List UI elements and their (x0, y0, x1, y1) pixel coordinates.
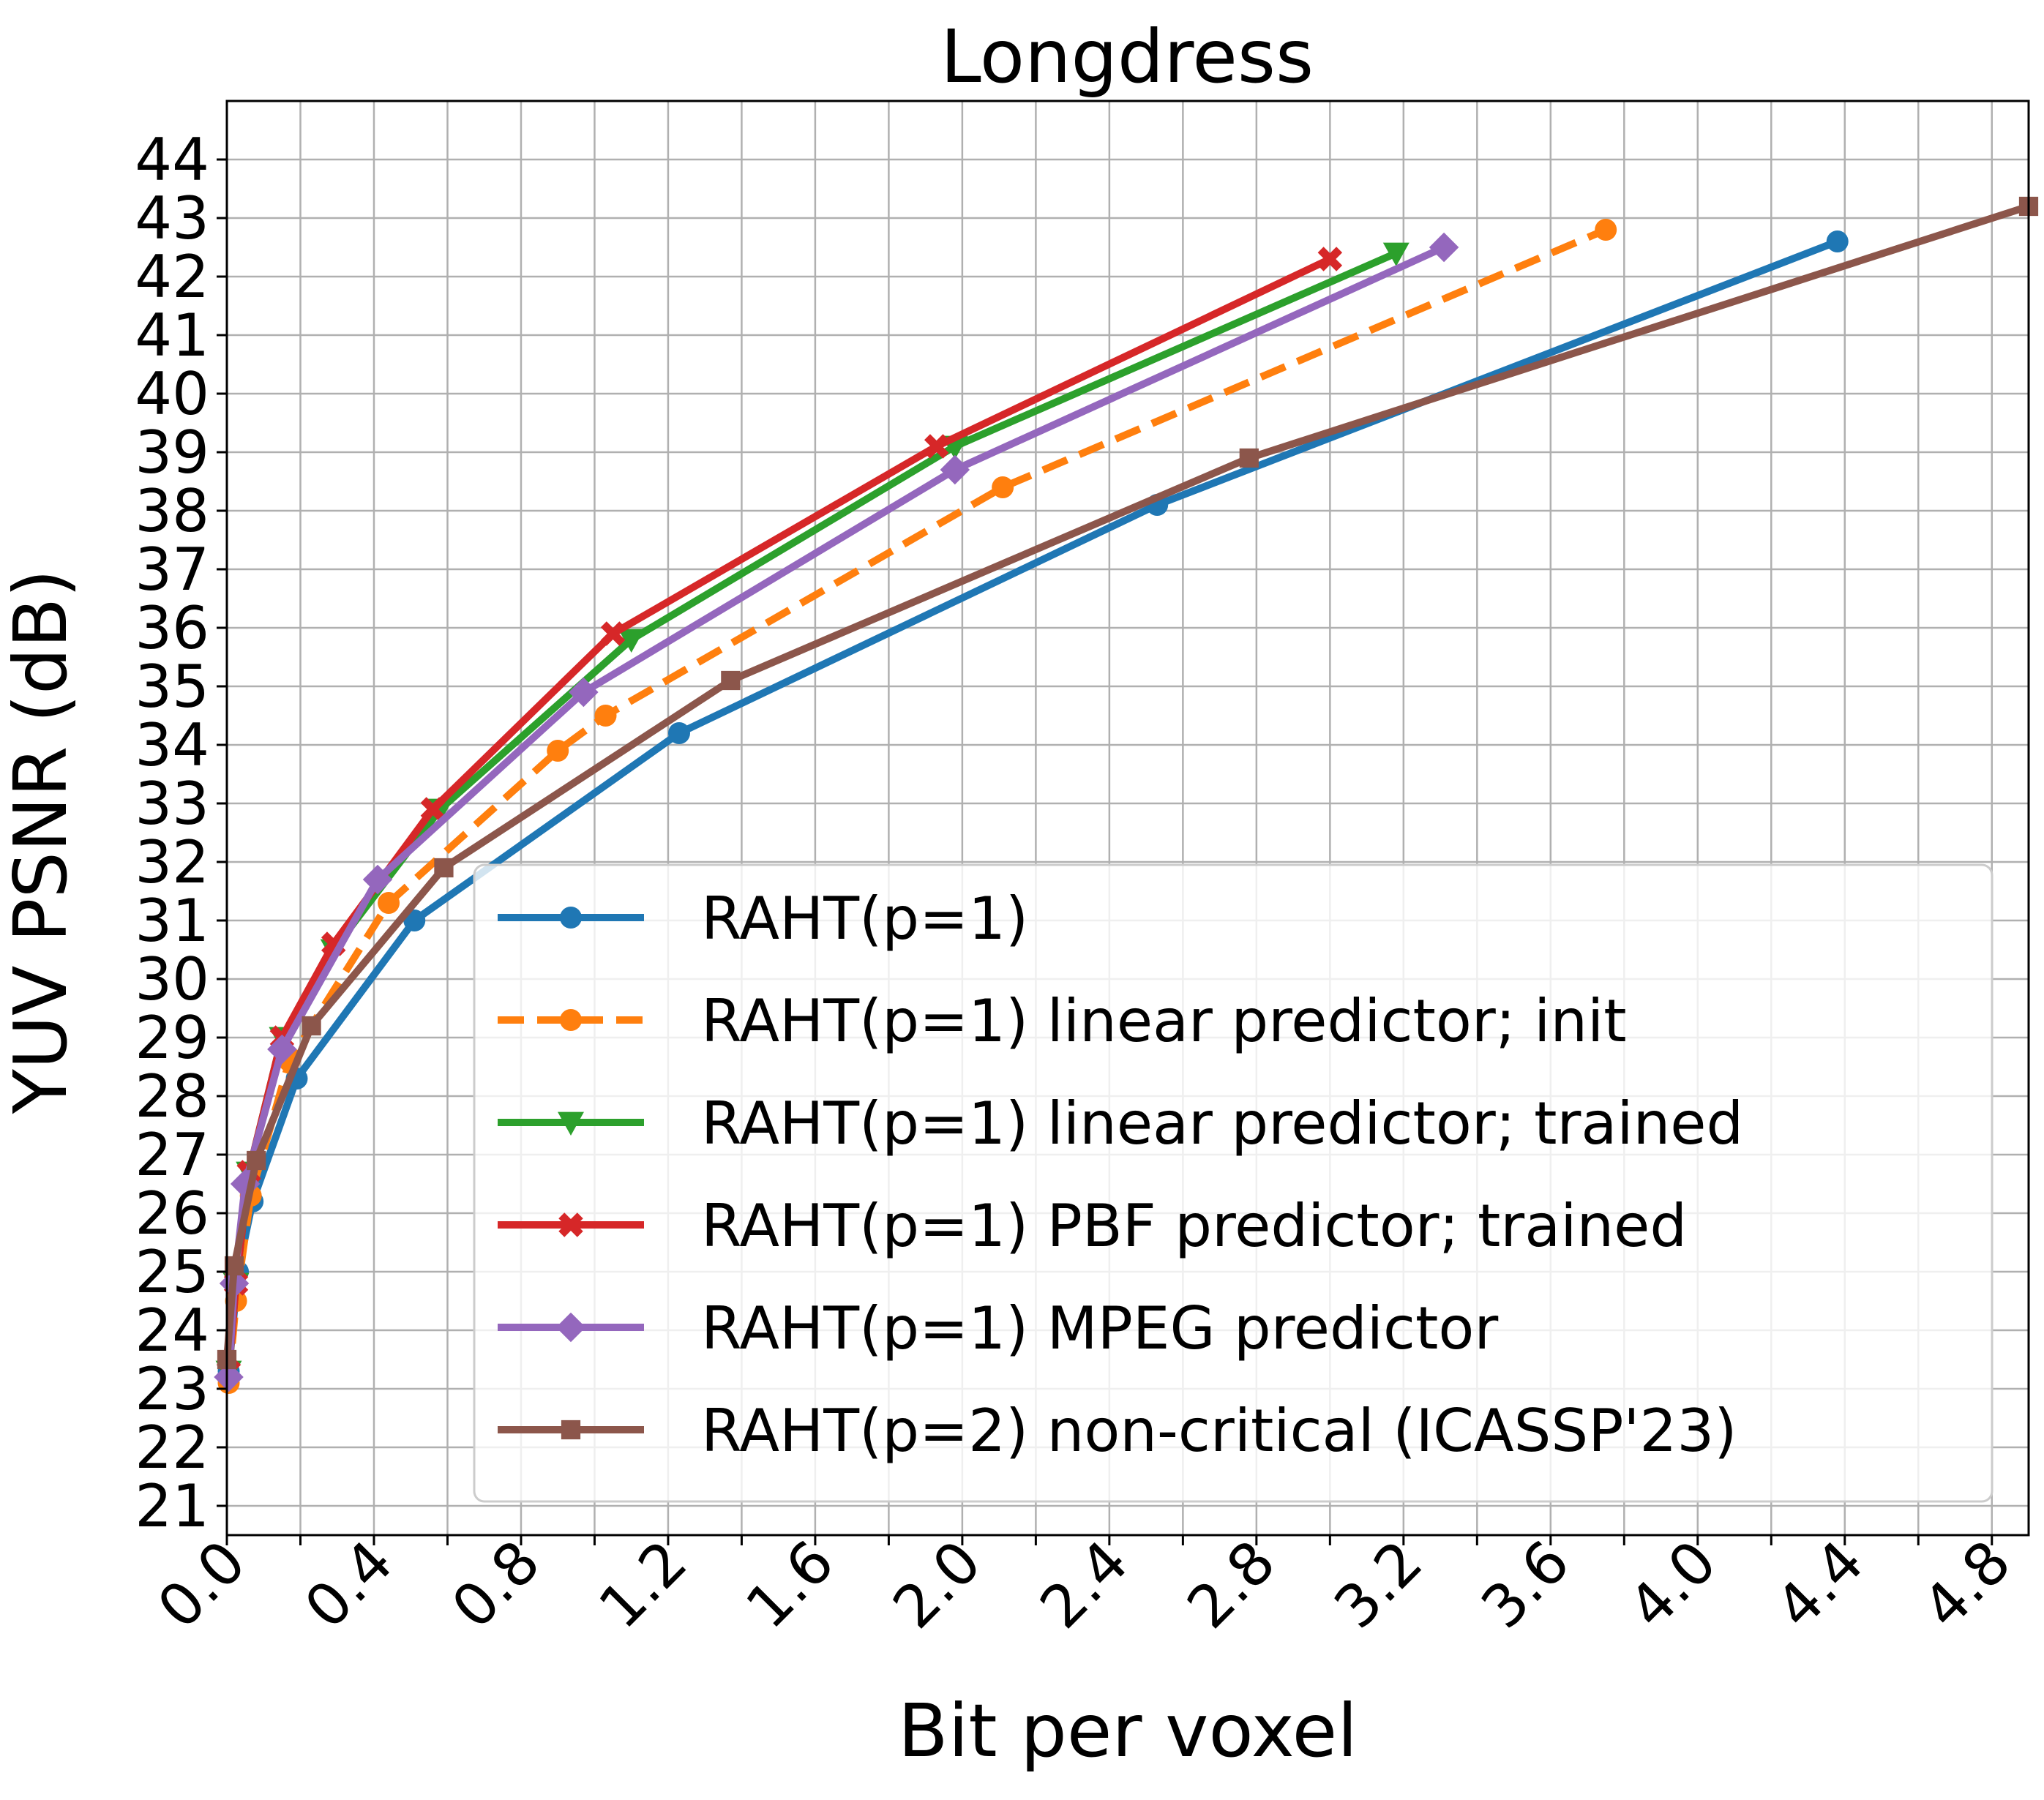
y-tick-label: 37 (135, 536, 209, 604)
data-point (1826, 230, 1849, 252)
plot-frame (225, 100, 2030, 1537)
data-point (940, 454, 970, 485)
y-tick-label: 21 (135, 1472, 209, 1540)
y-tick-label: 26 (135, 1180, 209, 1248)
legend-entry: RAHT(p=1) MPEG predictor (498, 1294, 1498, 1362)
series-layer (214, 196, 2039, 1394)
data-point (378, 892, 400, 914)
y-tick-label: 30 (135, 945, 209, 1013)
legend-entry: RAHT(p=2) non-critical (ICASSP'23) (498, 1397, 1737, 1465)
y-tick-label: 24 (135, 1297, 209, 1365)
legend-label: RAHT(p=1) (701, 885, 1028, 953)
x-axis-label: Bit per voxel (898, 1688, 1358, 1774)
legend-box (473, 863, 1994, 1503)
data-point (1239, 448, 1259, 468)
data-point (1382, 242, 1410, 266)
legend-entry: RAHT(p=1) (498, 885, 1028, 953)
legend-marker (558, 1212, 583, 1237)
data-point (1595, 219, 1617, 241)
data-point (1429, 232, 1459, 263)
data-point (721, 670, 741, 691)
data-point (668, 722, 691, 744)
y-tick-label: 23 (135, 1355, 209, 1423)
data-point (420, 797, 446, 822)
y-tick-label: 33 (135, 770, 209, 838)
y-tick-label: 22 (135, 1414, 209, 1482)
y-tick-label: 27 (135, 1121, 209, 1189)
y-tick-label: 31 (135, 887, 209, 955)
y-tick-label: 32 (135, 828, 209, 896)
y-tick-label: 38 (135, 477, 209, 545)
y-tick-label: 29 (135, 1004, 209, 1072)
data-point (600, 621, 626, 646)
legend-entry: RAHT(p=1) linear predictor; trained (498, 1090, 1743, 1158)
y-tick-label: 35 (135, 653, 209, 721)
series-line (223, 203, 2032, 1363)
y-tick-label: 42 (135, 243, 209, 311)
legend-entry: RAHT(p=1) PBF predictor; trained (498, 1192, 1687, 1260)
y-tick-label: 43 (135, 184, 209, 252)
data-point (924, 434, 949, 459)
y-axis-label: YUV PSNR (dB) (0, 569, 83, 1114)
chart-title: Longdress (940, 14, 1314, 100)
legend-label: RAHT(p=1) PBF predictor; trained (701, 1192, 1687, 1260)
data-point (992, 476, 1014, 498)
data-point (547, 740, 569, 762)
legend-label: RAHT(p=1) MPEG predictor (701, 1294, 1498, 1362)
legend-label: RAHT(p=1) linear predictor; trained (701, 1090, 1743, 1158)
data-point (569, 677, 599, 708)
y-tick-label: 34 (135, 711, 209, 779)
legend-entry: RAHT(p=1) linear predictor; init (498, 987, 1627, 1055)
legend-marker (558, 1111, 584, 1136)
data-point (434, 858, 454, 878)
legend-label: RAHT(p=2) non-critical (ICASSP'23) (701, 1397, 1737, 1465)
data-point (594, 705, 617, 727)
y-tick-label: 25 (135, 1238, 209, 1306)
y-tick-label: 39 (135, 419, 209, 487)
data-point (302, 1016, 321, 1036)
legend-marker (561, 1420, 581, 1440)
y-tick-label: 28 (135, 1062, 209, 1130)
data-point (1317, 247, 1343, 271)
data-point (267, 1034, 297, 1065)
legend-label: RAHT(p=1) linear predictor; init (701, 987, 1627, 1055)
data-point (618, 629, 645, 653)
legend-marker (560, 907, 582, 929)
legend-marker (555, 1312, 586, 1343)
y-tick-label: 40 (135, 360, 209, 428)
data-point (214, 1362, 244, 1392)
legend-marker (560, 1009, 582, 1031)
y-tick-label: 41 (135, 301, 209, 370)
data-point (362, 864, 393, 895)
y-tick-label: 36 (135, 594, 209, 662)
data-point (247, 1150, 266, 1171)
y-tick-label: 44 (135, 126, 209, 194)
legend: RAHT(p=1) RAHT(p=1) linear predictor; ini… (473, 863, 1994, 1503)
